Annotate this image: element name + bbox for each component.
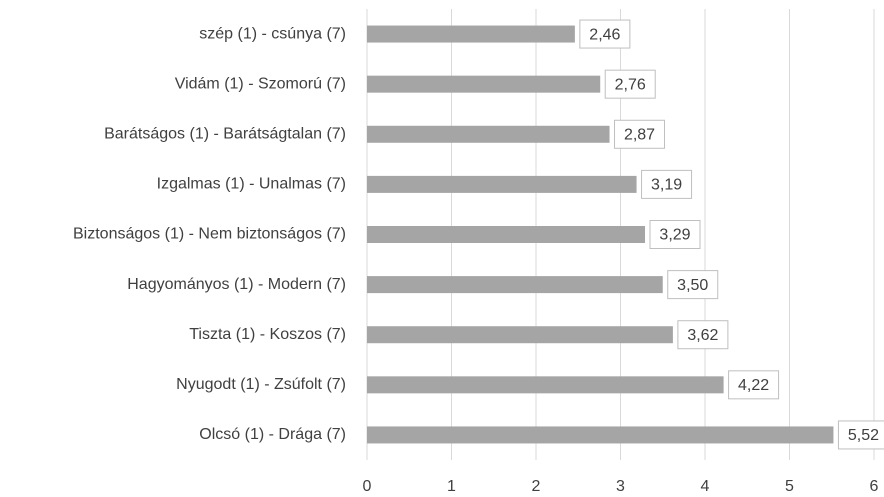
y-tick-label: Olcsó (1) - Drága (7) [199,426,346,443]
value-label: 5,52 [848,427,879,444]
value-label: 2,76 [615,76,646,93]
value-label: 2,46 [589,26,620,43]
value-label-box [667,270,719,300]
bar [367,376,724,394]
bar [367,226,646,243]
value-label: 3,62 [687,327,718,344]
bar [367,125,610,143]
value-label-box [579,19,631,49]
bar [367,326,673,344]
y-tick-label: szép (1) - csúnya (7) [199,25,346,42]
x-tick-label: 6 [870,478,879,495]
value-label-box [677,320,729,350]
x-tick-label: 5 [785,478,794,495]
bar [367,426,834,444]
value-label: 4,22 [738,377,769,394]
x-tick-label: 0 [363,478,372,495]
y-tick-label: Tiszta (1) - Koszos (7) [189,326,346,343]
y-tick-label: Nyugodt (1) - Zsúfolt (7) [176,376,346,393]
value-label: 3,19 [651,177,682,194]
bar [367,25,575,43]
x-tick-label: 4 [701,478,710,495]
x-tick-label: 3 [616,478,625,495]
value-label-box [837,420,884,450]
value-label-box [641,169,693,199]
y-tick-label: Vidám (1) - Szomorú (7) [175,75,346,92]
value-label-box [649,220,701,249]
value-label-box [604,69,656,99]
x-tick-label: 1 [447,478,456,495]
y-tick-label: Hagyományos (1) - Modern (7) [127,276,346,293]
value-label: 3,50 [677,277,708,294]
y-tick-label: Biztonságos (1) - Nem biztonságos (7) [73,226,346,243]
bar [367,75,601,93]
value-label: 2,87 [624,126,655,143]
value-label: 3,29 [659,227,690,244]
y-tick-label: Barátságos (1) - Barátságtalan (7) [104,125,346,142]
y-tick-label: Izgalmas (1) - Unalmas (7) [157,176,346,193]
value-label-box [728,370,780,400]
value-label-box [614,119,666,149]
bar [367,276,663,294]
x-tick-label: 2 [532,478,541,495]
bar [367,175,637,193]
